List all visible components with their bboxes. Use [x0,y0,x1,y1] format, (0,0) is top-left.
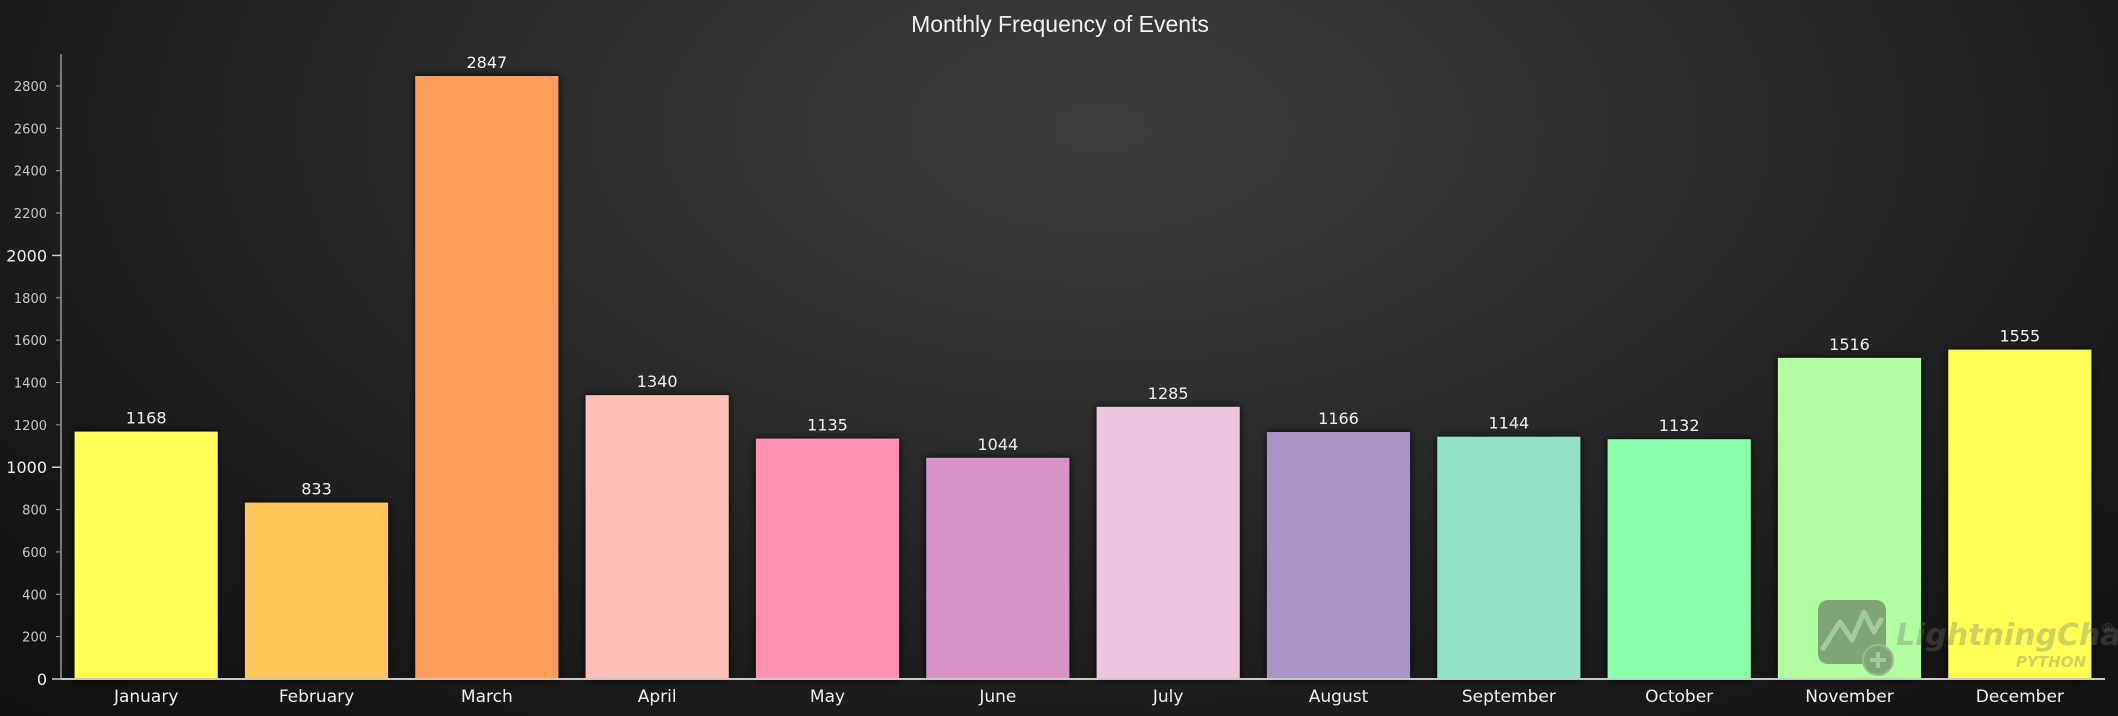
bar-october [1607,439,1751,679]
x-tick-label-march: March [461,687,513,707]
bar-september [1437,436,1581,679]
y-tick-label: 0 [37,670,47,689]
value-label-september: 1144 [1488,414,1529,433]
watermark-brand: LightningChart [1896,618,2118,653]
bar-series [74,76,2092,680]
value-label-august: 1166 [1318,409,1359,428]
x-tick-label-december: December [1976,687,2064,707]
bar-february [244,502,389,679]
watermark-registered: ® [2100,620,2115,638]
y-tick-label: 1400 [14,376,47,391]
watermark-sub: PYTHON [2016,653,2086,671]
y-tick-label: 2000 [6,246,47,265]
y-tick-label: 400 [22,588,47,603]
value-label-march: 2847 [466,53,507,72]
value-label-july: 1285 [1148,384,1189,403]
y-tick-label: 2800 [14,80,47,95]
x-tick-label-may: May [810,687,845,707]
bar-may [755,438,900,679]
value-label-april: 1340 [637,372,678,391]
lightningchart-logo-icon [1818,600,1894,676]
bar-april [585,395,729,679]
value-label-june: 1044 [977,435,1018,454]
y-axis: 0 1000 2000 200 400 600 800 1200 1400 1600 1800 220… [6,54,62,689]
y-tick-label: 1200 [14,419,47,434]
x-axis: January February March April May June July Augu… [61,678,2105,707]
x-tick-label-august: August [1309,687,1369,707]
bar-january [74,431,218,679]
x-tick-label-july: July [1152,687,1184,707]
x-tick-label-june: June [978,687,1016,707]
x-tick-label-september: September [1462,687,1556,707]
y-tick-label: 1000 [6,458,47,477]
y-tick-label: 800 [22,504,47,519]
value-label-may: 1135 [807,416,848,435]
value-label-december: 1555 [1999,327,2040,346]
watermark: LightningChart ® PYTHON [1818,600,2118,676]
value-labels: 1168 833 2847 1340 1135 1044 1285 1166 1144 1132 1… [126,53,2040,499]
bar-july [1096,406,1240,679]
x-tick-label-october: October [1645,687,1713,707]
bar-august [1266,432,1411,679]
bar-december [1948,349,2092,679]
y-tick-label: 2400 [14,165,47,180]
value-label-january: 1168 [126,409,167,428]
chart-title: Monthly Frequency of Events [911,11,1209,37]
value-label-october: 1132 [1659,416,1700,435]
y-tick-label: 200 [22,631,47,646]
x-tick-label-february: February [279,687,354,707]
x-tick-label-january: January [113,687,178,707]
y-tick-label: 1600 [14,334,47,349]
y-tick-label: 2200 [14,207,47,222]
y-tick-label: 1800 [14,292,47,307]
x-tick-label-november: November [1805,687,1893,707]
bar-march [415,76,559,680]
y-tick-label: 2600 [14,122,47,137]
y-tick-label: 600 [22,546,47,561]
value-label-november: 1516 [1829,335,1870,354]
x-tick-label-april: April [638,687,677,707]
bar-june [926,457,1070,679]
value-label-february: 833 [301,480,332,499]
